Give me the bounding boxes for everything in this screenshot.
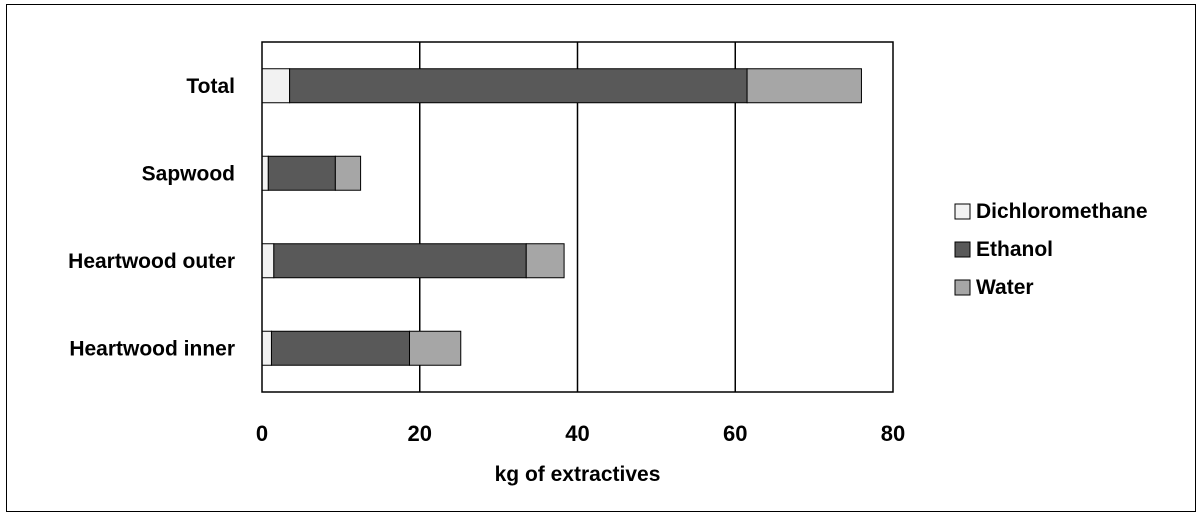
bar-segment (261, 330, 272, 366)
x-tick-label: 0 (256, 421, 268, 446)
legend-swatch (954, 203, 971, 220)
x-axis-title: kg of extractives (495, 463, 661, 486)
category-label: Sapwood (142, 162, 235, 185)
plot-area-border (261, 41, 894, 393)
bar-segment (334, 155, 362, 191)
bar-segment (289, 68, 748, 104)
category-label: Total (186, 75, 235, 98)
legend-label: Ethanol (976, 238, 1053, 261)
legend-swatch (954, 279, 971, 296)
bar-segment (267, 155, 336, 191)
bar-segment (261, 68, 291, 104)
x-tick-label: 40 (565, 421, 589, 446)
category-labels: Total Sapwood Heartwood outer Heartwood inn… (68, 75, 235, 361)
legend-swatch (954, 241, 971, 258)
legend: Dichloromethane Ethanol Water (954, 200, 1148, 299)
category-label: Heartwood inner (69, 337, 235, 360)
bar-segment (261, 243, 275, 279)
legend-label: Water (976, 276, 1034, 299)
legend-label: Dichloromethane (976, 200, 1148, 223)
x-tick-label: 80 (881, 421, 905, 446)
bar-segment (525, 243, 565, 279)
bars (261, 68, 862, 366)
bar-segment (273, 243, 527, 279)
x-tick-label: 20 (408, 421, 432, 446)
bar-segment (746, 68, 862, 104)
bar-segment (261, 155, 269, 191)
x-tick-labels: 0 20 40 60 80 (256, 421, 905, 446)
x-tick-label: 60 (723, 421, 747, 446)
bar-segment (408, 330, 462, 366)
bar-segment (270, 330, 410, 366)
category-label: Heartwood outer (68, 250, 235, 273)
